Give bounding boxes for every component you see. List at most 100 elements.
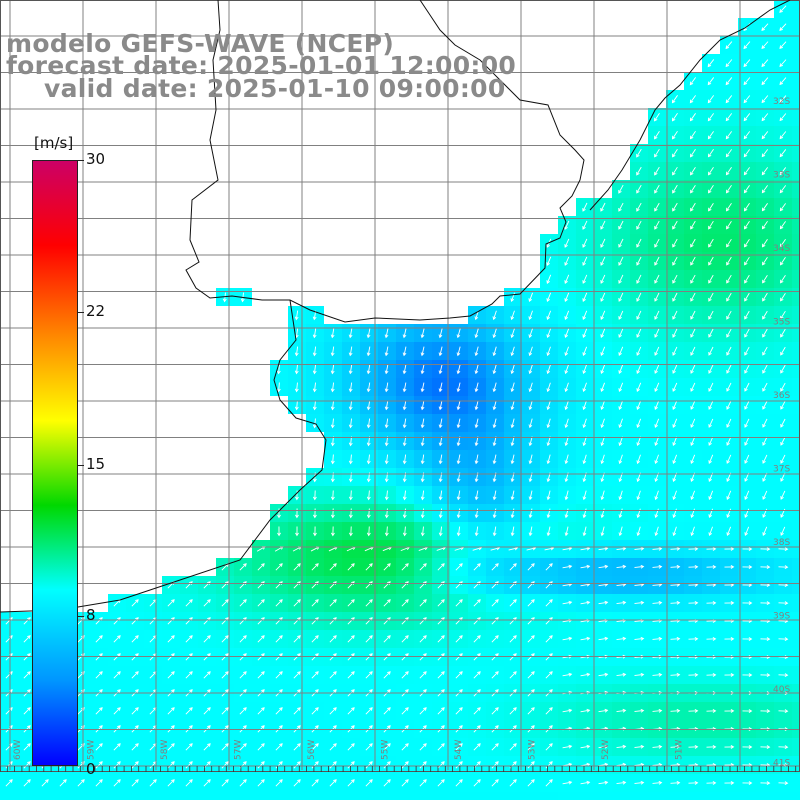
speed-cell bbox=[324, 792, 342, 800]
longitude-label: 57W bbox=[234, 740, 244, 760]
speed-cell bbox=[18, 792, 36, 800]
speed-cell bbox=[792, 396, 800, 414]
speed-cell bbox=[720, 792, 738, 800]
wind-arrow bbox=[779, 41, 787, 49]
speed-cell bbox=[558, 792, 576, 800]
speed-cell bbox=[792, 54, 800, 72]
speed-cell bbox=[792, 18, 800, 36]
speed-cell bbox=[792, 108, 800, 126]
latitude-label: 36S bbox=[773, 391, 790, 401]
speed-cell bbox=[792, 162, 800, 180]
speed-cell bbox=[792, 126, 800, 144]
speed-cell bbox=[792, 522, 800, 540]
longitude-label: 59W bbox=[87, 740, 97, 760]
wind-arrow bbox=[761, 23, 769, 31]
speed-cell bbox=[486, 792, 504, 800]
speed-cell bbox=[792, 36, 800, 54]
speed-cell bbox=[738, 792, 756, 800]
speed-cell bbox=[252, 792, 270, 800]
speed-cell bbox=[792, 144, 800, 162]
latitude-label: 32S bbox=[773, 97, 790, 107]
speed-cell bbox=[270, 792, 288, 800]
speed-cell bbox=[792, 756, 800, 774]
longitude-label: 56W bbox=[307, 740, 317, 760]
colorbar-unit: [m/s] bbox=[34, 134, 74, 152]
speed-cell bbox=[540, 792, 558, 800]
speed-cell bbox=[0, 792, 18, 800]
speed-cell bbox=[792, 738, 800, 756]
speed-cell bbox=[108, 792, 126, 800]
wind-arrow bbox=[725, 59, 733, 68]
speed-cell bbox=[54, 792, 72, 800]
wind-arrow bbox=[725, 77, 733, 86]
speed-cell bbox=[648, 792, 666, 800]
speed-cell bbox=[396, 792, 414, 800]
speed-cell bbox=[792, 342, 800, 360]
speed-cell bbox=[792, 252, 800, 270]
wind-arrow bbox=[743, 41, 751, 50]
speed-cell bbox=[90, 792, 108, 800]
speed-cell bbox=[792, 594, 800, 612]
speed-cell bbox=[72, 792, 90, 800]
speed-cell bbox=[792, 360, 800, 378]
speed-cell bbox=[612, 792, 630, 800]
speed-cell bbox=[792, 450, 800, 468]
speed-cell bbox=[792, 180, 800, 198]
speed-cell bbox=[414, 792, 432, 800]
speed-cell bbox=[792, 792, 800, 800]
latitude-label: 35S bbox=[773, 318, 790, 328]
wind-arrow bbox=[761, 59, 769, 68]
speed-cell bbox=[180, 792, 198, 800]
speed-cell bbox=[288, 792, 306, 800]
speed-cell bbox=[792, 666, 800, 684]
wind-arrow bbox=[779, 59, 787, 68]
speed-cell bbox=[468, 792, 486, 800]
longitude-label: 55W bbox=[381, 740, 391, 760]
speed-cell bbox=[792, 306, 800, 324]
speed-cell bbox=[792, 288, 800, 306]
speed-cell bbox=[792, 504, 800, 522]
speed-cell bbox=[792, 702, 800, 720]
latitude-label: 38S bbox=[773, 538, 790, 548]
wind-arrow bbox=[707, 59, 715, 68]
longitude-label: 53W bbox=[528, 740, 538, 760]
speed-cell bbox=[792, 540, 800, 558]
speed-cell bbox=[360, 792, 378, 800]
latitude-label: 39S bbox=[773, 612, 790, 622]
longitude-label: 58W bbox=[160, 740, 170, 760]
colorbar-label-8: 8 bbox=[86, 606, 96, 624]
speed-cell bbox=[378, 792, 396, 800]
wind-arrow bbox=[725, 41, 733, 50]
speed-cell bbox=[792, 216, 800, 234]
speed-cell bbox=[594, 792, 612, 800]
wind-arrow bbox=[707, 77, 715, 86]
speed-cell bbox=[792, 378, 800, 396]
speed-cell bbox=[684, 792, 702, 800]
longitude-label: 51W bbox=[675, 740, 685, 760]
speed-cell bbox=[792, 468, 800, 486]
speed-cell bbox=[792, 270, 800, 288]
speed-cell bbox=[576, 792, 594, 800]
speed-cell bbox=[792, 90, 800, 108]
valid-date: valid date: 2025-01-10 09:00:00 bbox=[44, 74, 506, 103]
speed-cell bbox=[792, 432, 800, 450]
speed-cell bbox=[630, 792, 648, 800]
speed-cell bbox=[432, 792, 450, 800]
wind-arrow bbox=[689, 77, 697, 86]
colorbar-label-max: 30 bbox=[86, 150, 106, 168]
speed-cell bbox=[792, 198, 800, 216]
colorbar-label-min: 0 bbox=[86, 760, 96, 778]
speed-cell bbox=[756, 792, 774, 800]
speed-cell bbox=[792, 774, 800, 792]
colorbar-tick bbox=[78, 465, 84, 466]
speed-cell bbox=[504, 792, 522, 800]
longitude-label: 60W bbox=[13, 740, 23, 760]
speed-cell bbox=[306, 792, 324, 800]
speed-cell bbox=[702, 792, 720, 800]
wind-arrow bbox=[743, 59, 751, 68]
colorbar-label-22: 22 bbox=[86, 302, 106, 320]
colorbar-gradient bbox=[32, 160, 78, 766]
speed-cell bbox=[792, 576, 800, 594]
